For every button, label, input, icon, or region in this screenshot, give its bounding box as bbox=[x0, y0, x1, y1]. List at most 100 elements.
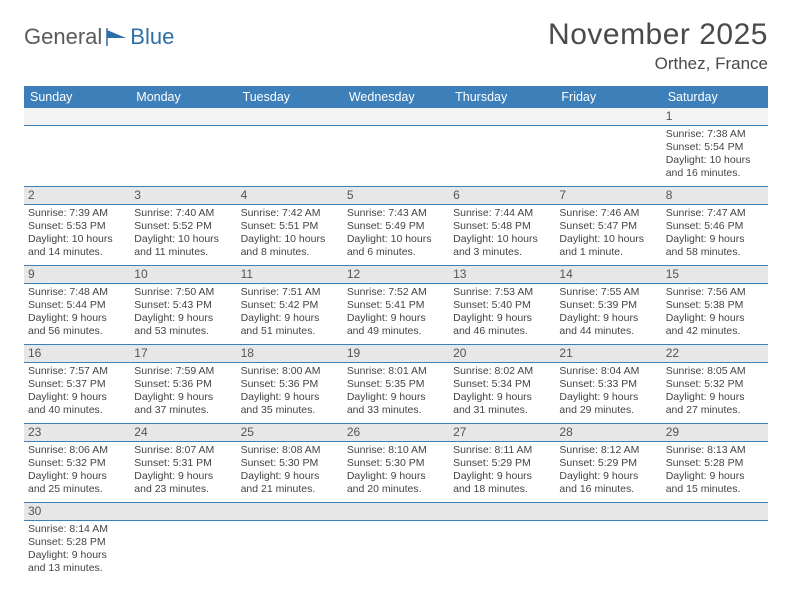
day-info-line: Daylight: 10 hours bbox=[241, 233, 339, 246]
day-info-line: Daylight: 9 hours bbox=[666, 470, 764, 483]
page-title: November 2025 bbox=[548, 18, 768, 52]
day-info-line: Sunrise: 7:55 AM bbox=[559, 286, 657, 299]
day-number bbox=[343, 108, 449, 125]
day-info-line: Sunrise: 7:46 AM bbox=[559, 207, 657, 220]
day-number: 29 bbox=[662, 424, 768, 441]
day-cell: Sunrise: 7:38 AMSunset: 5:54 PMDaylight:… bbox=[662, 126, 768, 186]
day-number bbox=[24, 108, 130, 125]
day-info-line: Sunset: 5:54 PM bbox=[666, 141, 764, 154]
day-cell: Sunrise: 7:39 AMSunset: 5:53 PMDaylight:… bbox=[24, 205, 130, 265]
day-info-line: Sunrise: 7:39 AM bbox=[28, 207, 126, 220]
day-info-line: Daylight: 9 hours bbox=[28, 312, 126, 325]
day-info-line: Sunrise: 8:14 AM bbox=[28, 523, 126, 536]
day-info-line: Sunset: 5:52 PM bbox=[134, 220, 232, 233]
day-number: 23 bbox=[24, 424, 130, 441]
day-cell: Sunrise: 8:06 AMSunset: 5:32 PMDaylight:… bbox=[24, 442, 130, 502]
day-info-line: and 53 minutes. bbox=[134, 325, 232, 338]
day-number: 3 bbox=[130, 187, 236, 204]
day-info-line: Daylight: 9 hours bbox=[559, 470, 657, 483]
daynum-row: 30 bbox=[24, 503, 768, 521]
day-info-line: Sunrise: 7:59 AM bbox=[134, 365, 232, 378]
day-info-line: Daylight: 10 hours bbox=[347, 233, 445, 246]
day-info-line: Sunrise: 7:52 AM bbox=[347, 286, 445, 299]
day-info-line: Sunrise: 7:48 AM bbox=[28, 286, 126, 299]
day-info-line: Sunrise: 7:42 AM bbox=[241, 207, 339, 220]
day-cell: Sunrise: 7:59 AMSunset: 5:36 PMDaylight:… bbox=[130, 363, 236, 423]
day-cell: Sunrise: 7:48 AMSunset: 5:44 PMDaylight:… bbox=[24, 284, 130, 344]
day-info-line: Sunrise: 8:13 AM bbox=[666, 444, 764, 457]
day-info-line: Daylight: 10 hours bbox=[134, 233, 232, 246]
day-info-line: and 49 minutes. bbox=[347, 325, 445, 338]
day-info-line: Sunset: 5:37 PM bbox=[28, 378, 126, 391]
day-cell: Sunrise: 7:56 AMSunset: 5:38 PMDaylight:… bbox=[662, 284, 768, 344]
day-cell: Sunrise: 7:57 AMSunset: 5:37 PMDaylight:… bbox=[24, 363, 130, 423]
day-info-line: and 6 minutes. bbox=[347, 246, 445, 259]
flag-icon bbox=[106, 28, 128, 46]
day-info-line: Sunrise: 8:05 AM bbox=[666, 365, 764, 378]
day-number: 26 bbox=[343, 424, 449, 441]
day-info-line: and 18 minutes. bbox=[453, 483, 551, 496]
day-cell: Sunrise: 7:51 AMSunset: 5:42 PMDaylight:… bbox=[237, 284, 343, 344]
day-number: 24 bbox=[130, 424, 236, 441]
day-info-line: Sunrise: 7:40 AM bbox=[134, 207, 232, 220]
day-cell bbox=[237, 521, 343, 581]
day-info-line: Daylight: 9 hours bbox=[347, 470, 445, 483]
day-info-line: and 37 minutes. bbox=[134, 404, 232, 417]
day-info-line: Daylight: 10 hours bbox=[666, 154, 764, 167]
day-cell bbox=[343, 521, 449, 581]
brand-logo: General Blue bbox=[24, 24, 174, 50]
day-cell: Sunrise: 7:44 AMSunset: 5:48 PMDaylight:… bbox=[449, 205, 555, 265]
day-info-line: Sunset: 5:31 PM bbox=[134, 457, 232, 470]
day-info-line: Daylight: 9 hours bbox=[347, 312, 445, 325]
day-cell: Sunrise: 7:40 AMSunset: 5:52 PMDaylight:… bbox=[130, 205, 236, 265]
day-number: 27 bbox=[449, 424, 555, 441]
day-number bbox=[449, 503, 555, 520]
day-number: 20 bbox=[449, 345, 555, 362]
week-row: Sunrise: 7:57 AMSunset: 5:37 PMDaylight:… bbox=[24, 363, 768, 424]
day-info-line: Sunrise: 7:51 AM bbox=[241, 286, 339, 299]
day-info-line: Daylight: 9 hours bbox=[134, 391, 232, 404]
day-info-line: Daylight: 9 hours bbox=[666, 312, 764, 325]
weekday-header: Friday bbox=[555, 86, 661, 108]
day-info-line: Sunset: 5:32 PM bbox=[666, 378, 764, 391]
day-info-line: Daylight: 10 hours bbox=[28, 233, 126, 246]
day-info-line: Sunset: 5:42 PM bbox=[241, 299, 339, 312]
day-info-line: Sunset: 5:53 PM bbox=[28, 220, 126, 233]
week-row: Sunrise: 7:39 AMSunset: 5:53 PMDaylight:… bbox=[24, 205, 768, 266]
day-number: 12 bbox=[343, 266, 449, 283]
day-info-line: and 21 minutes. bbox=[241, 483, 339, 496]
day-cell: Sunrise: 8:08 AMSunset: 5:30 PMDaylight:… bbox=[237, 442, 343, 502]
week-row: Sunrise: 8:06 AMSunset: 5:32 PMDaylight:… bbox=[24, 442, 768, 503]
day-number bbox=[130, 108, 236, 125]
day-cell: Sunrise: 7:42 AMSunset: 5:51 PMDaylight:… bbox=[237, 205, 343, 265]
day-number: 16 bbox=[24, 345, 130, 362]
day-info-line: and 20 minutes. bbox=[347, 483, 445, 496]
day-info-line: Sunrise: 8:06 AM bbox=[28, 444, 126, 457]
day-number: 22 bbox=[662, 345, 768, 362]
day-number: 28 bbox=[555, 424, 661, 441]
day-number bbox=[555, 108, 661, 125]
daynum-row: 9101112131415 bbox=[24, 266, 768, 284]
day-cell bbox=[662, 521, 768, 581]
day-info-line: Sunrise: 7:38 AM bbox=[666, 128, 764, 141]
location: Orthez, France bbox=[548, 54, 768, 74]
day-cell: Sunrise: 8:14 AMSunset: 5:28 PMDaylight:… bbox=[24, 521, 130, 581]
day-info-line: Sunset: 5:51 PM bbox=[241, 220, 339, 233]
day-cell bbox=[449, 126, 555, 186]
day-number bbox=[237, 108, 343, 125]
day-info-line: and 14 minutes. bbox=[28, 246, 126, 259]
title-block: November 2025 Orthez, France bbox=[548, 18, 768, 74]
day-cell bbox=[130, 521, 236, 581]
day-cell: Sunrise: 7:52 AMSunset: 5:41 PMDaylight:… bbox=[343, 284, 449, 344]
day-info-line: and 25 minutes. bbox=[28, 483, 126, 496]
day-info-line: and 51 minutes. bbox=[241, 325, 339, 338]
day-info-line: Sunrise: 7:50 AM bbox=[134, 286, 232, 299]
day-cell: Sunrise: 8:07 AMSunset: 5:31 PMDaylight:… bbox=[130, 442, 236, 502]
day-info-line: Daylight: 9 hours bbox=[453, 391, 551, 404]
day-info-line: Sunrise: 8:07 AM bbox=[134, 444, 232, 457]
day-number: 15 bbox=[662, 266, 768, 283]
day-number: 6 bbox=[449, 187, 555, 204]
day-info-line: Sunrise: 7:43 AM bbox=[347, 207, 445, 220]
weekday-header-row: SundayMondayTuesdayWednesdayThursdayFrid… bbox=[24, 86, 768, 108]
day-info-line: Sunrise: 8:00 AM bbox=[241, 365, 339, 378]
